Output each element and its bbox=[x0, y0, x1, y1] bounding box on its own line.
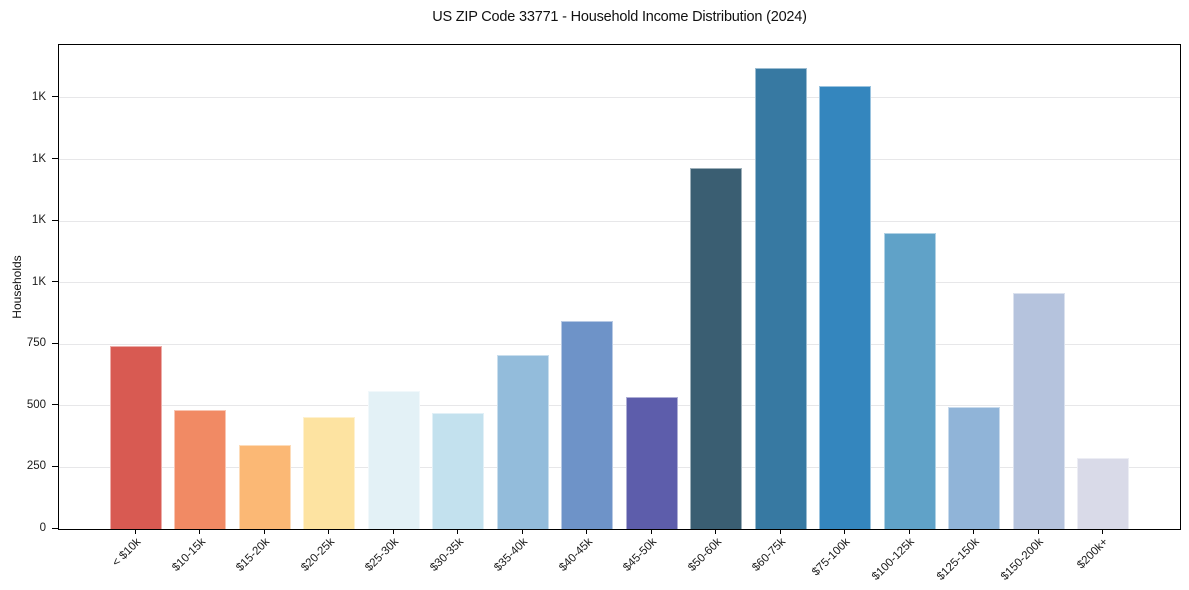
y-tick-label: 1K bbox=[31, 214, 46, 227]
x-tick-mark bbox=[973, 529, 975, 534]
x-tick-mark bbox=[715, 529, 717, 534]
y-tick-mark bbox=[52, 219, 58, 221]
bar-$50-60k bbox=[690, 168, 743, 529]
gridline bbox=[59, 97, 1180, 99]
bar-$125-150k bbox=[948, 407, 1001, 529]
x-tick-mark bbox=[134, 529, 136, 534]
x-tick-label: $35-40k bbox=[492, 536, 531, 574]
bar-$20-25k bbox=[303, 416, 356, 529]
bar-$60-75k bbox=[754, 68, 807, 529]
y-tick-mark bbox=[52, 158, 58, 160]
y-tick-label: 500 bbox=[26, 398, 46, 411]
x-tick-mark bbox=[263, 529, 265, 534]
x-tick-label: $60-75k bbox=[750, 536, 789, 574]
x-tick-label: $25-30k bbox=[363, 536, 402, 574]
y-tick-label: 1K bbox=[31, 275, 46, 288]
y-tick-mark bbox=[52, 281, 58, 283]
gridline bbox=[59, 159, 1180, 161]
bar-$35-40k bbox=[496, 355, 549, 529]
x-tick-label: $75-100k bbox=[810, 536, 853, 579]
y-tick-mark bbox=[52, 342, 58, 344]
x-tick-label: $10-15k bbox=[169, 536, 208, 574]
x-tick-mark bbox=[779, 529, 781, 534]
y-tick-label: 1K bbox=[31, 90, 46, 103]
x-tick-mark bbox=[844, 529, 846, 534]
gridline bbox=[59, 282, 1180, 284]
x-tick-label: $40-45k bbox=[556, 536, 595, 574]
bar-$10-15k bbox=[174, 409, 227, 529]
y-tick-mark bbox=[52, 404, 58, 406]
x-tick-labels: < $10k $10-15k $15-20k $20-25k $25-30k $30-35… bbox=[58, 529, 1179, 590]
x-tick-label: $15-20k bbox=[234, 536, 273, 574]
y-tick-label: 0 bbox=[39, 522, 46, 534]
x-tick-label: $125-150k bbox=[934, 536, 982, 583]
y-tick-mark bbox=[52, 527, 58, 529]
x-tick-label: $30-35k bbox=[427, 536, 466, 574]
bar-$30-35k bbox=[432, 413, 485, 529]
bar-$40-45k bbox=[561, 320, 614, 529]
x-tick-label: $50-60k bbox=[685, 536, 724, 574]
bar-$45-50k bbox=[625, 397, 678, 529]
bar-$75-100k bbox=[819, 85, 872, 529]
gridline bbox=[59, 405, 1180, 407]
x-tick-mark bbox=[328, 529, 330, 534]
y-tick-mark bbox=[52, 96, 58, 98]
y-tick-marks bbox=[52, 44, 58, 529]
y-tick-label: 250 bbox=[26, 460, 46, 473]
x-tick-mark bbox=[586, 529, 588, 534]
gridline bbox=[59, 343, 1180, 345]
x-tick-label: $20-25k bbox=[298, 536, 337, 574]
gridline bbox=[59, 220, 1180, 222]
bar-$25-30k bbox=[367, 391, 420, 529]
x-tick-label: $100-125k bbox=[870, 536, 918, 583]
plot-area bbox=[58, 44, 1181, 530]
bar-$200k+ bbox=[1077, 457, 1130, 529]
bar-$150-200k bbox=[1012, 292, 1065, 529]
bar-$100-125k bbox=[883, 233, 936, 529]
gridline bbox=[59, 466, 1180, 468]
x-tick-label: $45-50k bbox=[621, 536, 660, 574]
y-tick-label: 750 bbox=[26, 337, 46, 350]
bar-< $10k bbox=[109, 345, 162, 529]
chart-title: US ZIP Code 33771 - Household Income Dis… bbox=[432, 9, 807, 25]
x-tick-label: $200k+ bbox=[1075, 536, 1111, 572]
y-tick-mark bbox=[52, 465, 58, 467]
x-tick-mark bbox=[1037, 529, 1039, 534]
x-tick-mark bbox=[521, 529, 523, 534]
y-tick-labels: 0 250 500 750 1K 1K 1K 1K bbox=[0, 44, 58, 534]
x-tick-label: < $10k bbox=[110, 536, 144, 570]
x-tick-mark bbox=[457, 529, 459, 534]
x-tick-mark bbox=[1102, 529, 1104, 534]
x-tick-mark bbox=[392, 529, 394, 534]
x-tick-marks bbox=[58, 529, 1179, 535]
x-tick-mark bbox=[199, 529, 201, 534]
y-tick-label: 1K bbox=[31, 152, 46, 165]
x-tick-mark bbox=[650, 529, 652, 534]
x-tick-label: $150-200k bbox=[999, 536, 1047, 583]
bar-$15-20k bbox=[238, 445, 291, 529]
x-tick-mark bbox=[908, 529, 910, 534]
